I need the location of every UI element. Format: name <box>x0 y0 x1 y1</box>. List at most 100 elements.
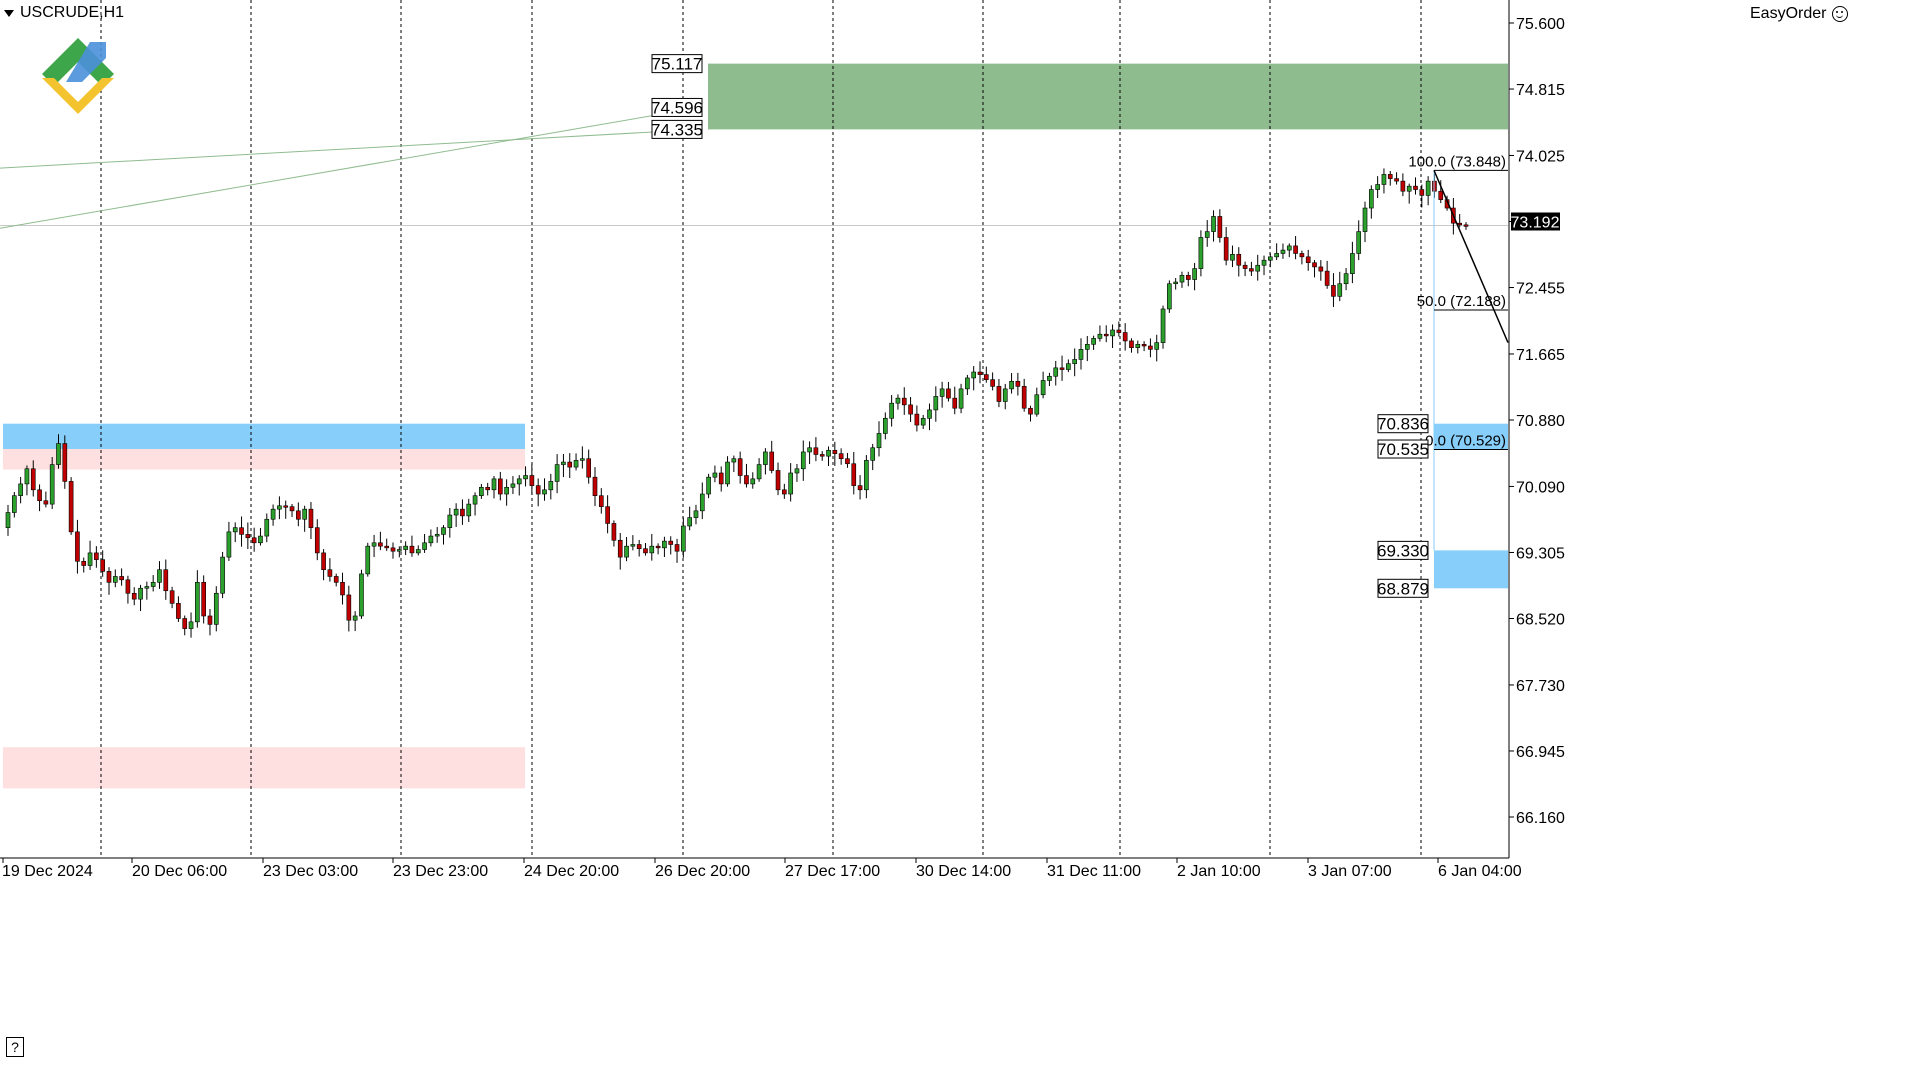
candle-body <box>1167 283 1172 310</box>
candle-body <box>983 374 989 380</box>
candle-body <box>460 508 465 517</box>
y-tick-label: 69.305 <box>1516 545 1565 562</box>
candle <box>800 440 806 481</box>
triangle-down-icon[interactable] <box>4 9 14 17</box>
candle-body <box>548 481 554 491</box>
price-label-text: 70.535 <box>1377 440 1429 459</box>
candle <box>624 536 629 562</box>
candle <box>996 378 1002 408</box>
candle <box>901 387 907 415</box>
candle-body <box>933 396 939 411</box>
easy-order-panel[interactable]: EasyOrder <box>1750 5 1849 23</box>
candle <box>1274 243 1279 261</box>
candle-body <box>397 549 402 552</box>
candle-body <box>182 618 188 629</box>
candle <box>453 503 459 527</box>
candle-body <box>5 512 11 528</box>
candle-body <box>769 451 775 471</box>
candle <box>731 455 737 473</box>
fib-level-label: 50.0 (72.188) <box>1417 293 1506 310</box>
candle <box>176 596 181 622</box>
symbol-header[interactable]: USCRUDE,H1 <box>4 4 124 22</box>
x-tick-label: 19 Dec 2024 <box>2 863 93 880</box>
candle <box>1419 184 1425 208</box>
candle-body <box>1274 253 1279 258</box>
candle <box>1034 387 1040 417</box>
candle-body <box>1059 367 1065 370</box>
projection-line <box>1433 170 1509 343</box>
candle <box>870 443 876 471</box>
candle <box>1293 236 1298 260</box>
candle <box>434 527 440 543</box>
candle-body <box>239 527 244 535</box>
candle-body <box>138 587 143 600</box>
candle <box>548 473 554 500</box>
candle <box>119 568 124 586</box>
candle <box>1072 348 1077 377</box>
candle <box>1167 280 1172 313</box>
zone-blue-3 <box>3 423 525 450</box>
candle <box>542 478 547 501</box>
candle-body <box>1337 283 1343 297</box>
candle <box>977 361 983 384</box>
candle-body <box>523 475 528 480</box>
candle <box>895 394 901 410</box>
candle-body <box>662 540 667 549</box>
easy-order-label[interactable]: EasyOrder <box>1750 5 1827 22</box>
candle-body <box>125 579 131 594</box>
candle <box>649 533 655 561</box>
candle-body <box>1154 342 1160 350</box>
candle-body <box>883 418 888 434</box>
candle-body <box>1425 180 1431 196</box>
candle <box>359 569 364 619</box>
candle-body <box>1242 264 1248 269</box>
candle <box>1021 378 1027 412</box>
candle <box>1375 176 1380 199</box>
smiley-icon[interactable] <box>1832 6 1849 22</box>
candle <box>693 504 699 525</box>
candle-body <box>990 379 995 387</box>
candle-body <box>1040 380 1046 396</box>
candle <box>1280 243 1286 259</box>
candle-body <box>346 594 352 621</box>
candle-body <box>699 493 705 512</box>
candle-body <box>1110 329 1115 337</box>
candle-body <box>1305 256 1311 264</box>
candle <box>1141 341 1147 352</box>
candle <box>1097 325 1103 342</box>
zone-blue-1 <box>1434 423 1508 450</box>
candle-body <box>1249 268 1254 272</box>
help-button[interactable]: ? <box>6 1037 24 1057</box>
candle <box>567 453 573 478</box>
candle-body <box>441 527 446 535</box>
candle-body <box>1217 216 1223 238</box>
candle <box>1204 220 1210 247</box>
candle-body <box>946 388 951 399</box>
candle-body <box>876 433 882 449</box>
candle-body <box>598 495 604 507</box>
candle <box>832 441 838 466</box>
candle-body <box>1021 386 1027 409</box>
candle-body <box>1350 253 1355 274</box>
x-tick-label: 31 Dec 11:00 <box>1047 863 1141 880</box>
candle-body <box>1015 381 1021 387</box>
candle-body <box>1369 189 1374 209</box>
candle <box>1028 405 1033 422</box>
candle-body <box>718 472 724 485</box>
candle-body <box>693 510 699 518</box>
candle-body <box>668 540 674 545</box>
candle-body <box>1002 388 1008 402</box>
candle-body <box>1028 407 1033 415</box>
candle <box>580 446 585 469</box>
candle-body <box>283 505 289 508</box>
price-label-text: 68.879 <box>1377 579 1429 598</box>
candle <box>838 448 844 465</box>
candle <box>1129 338 1134 353</box>
candle-body <box>302 508 307 520</box>
candle <box>561 454 566 478</box>
candle <box>384 538 390 551</box>
candle <box>883 412 888 440</box>
price-label-text: 75.117 <box>652 55 703 74</box>
candle <box>699 482 705 520</box>
